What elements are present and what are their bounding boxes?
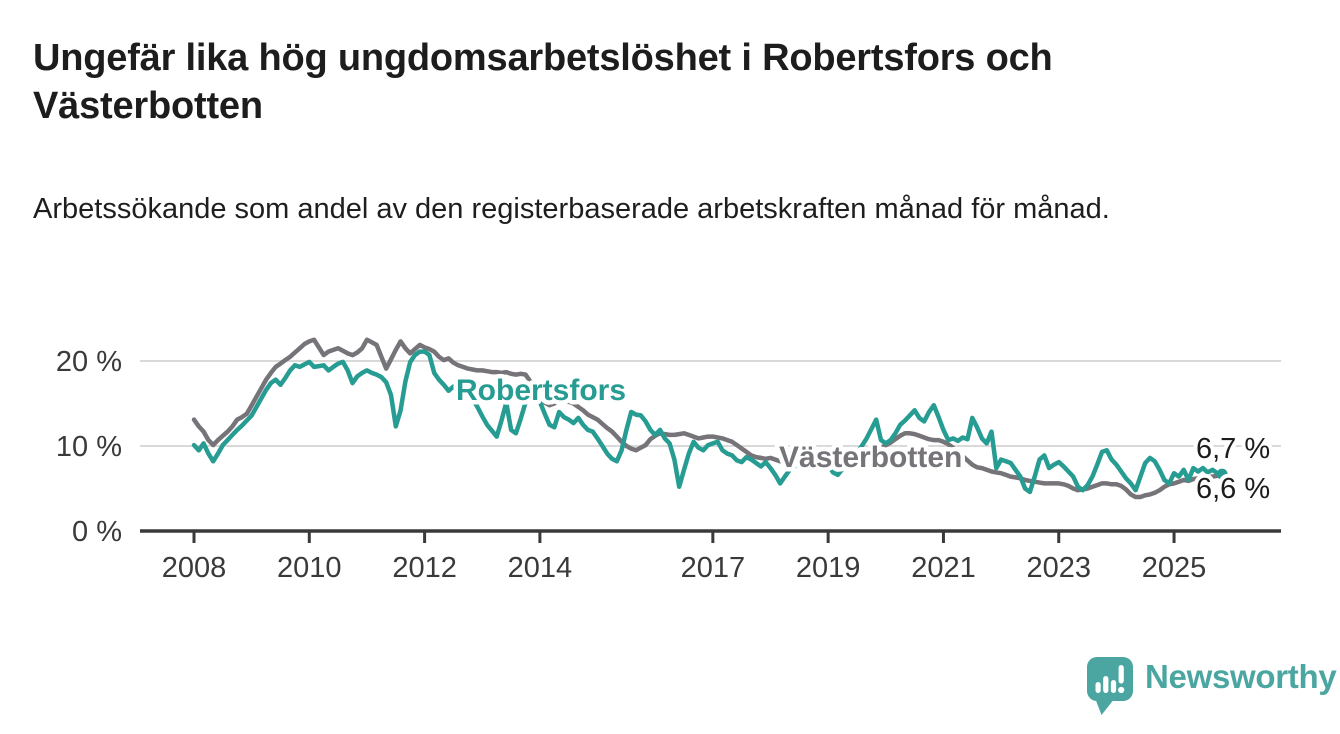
x-tick-label-2012: 2012 (392, 552, 457, 584)
series-line-vasterbotten (191, 337, 1225, 500)
series-line-robertsfors (191, 349, 1225, 495)
end-value-label-robertsfors: 6,7 % (1196, 433, 1270, 465)
newsworthy-logo: Newsworthy (1086, 655, 1337, 717)
x-tick-label-2019: 2019 (796, 552, 861, 584)
end-value-label-vasterbotten: 6,6 % (1196, 473, 1270, 505)
newsworthy-wordmark: Newsworthy (1145, 658, 1337, 695)
y-tick-label-0pct: 0 % (72, 516, 122, 548)
chart-title: Ungefär lika hög ungdomsarbetslöshet i R… (33, 37, 1053, 127)
chart-subtitle: Arbetssökande som andel av den registerb… (33, 193, 1110, 225)
x-tick-label-2023: 2023 (1026, 552, 1091, 584)
y-tick-label-20pct: 20 % (56, 346, 122, 378)
x-tick-label-2021: 2021 (911, 552, 976, 584)
x-tick-label-2025: 2025 (1142, 552, 1207, 584)
series-label-robertsfors: Robertsfors (456, 374, 626, 407)
x-tick-label-2014: 2014 (508, 552, 573, 584)
x-tick-label-2008: 2008 (162, 552, 227, 584)
series-label-vasterbotten: Västerbotten (779, 441, 962, 474)
series-end-dot-robertsfors (1216, 468, 1228, 480)
x-tick-label-2010: 2010 (277, 552, 342, 584)
x-tick-label-2017: 2017 (681, 552, 746, 584)
y-tick-label-10pct: 10 % (56, 431, 122, 463)
newsworthy-speech-bubble-bar-chart-icon (1087, 657, 1133, 715)
